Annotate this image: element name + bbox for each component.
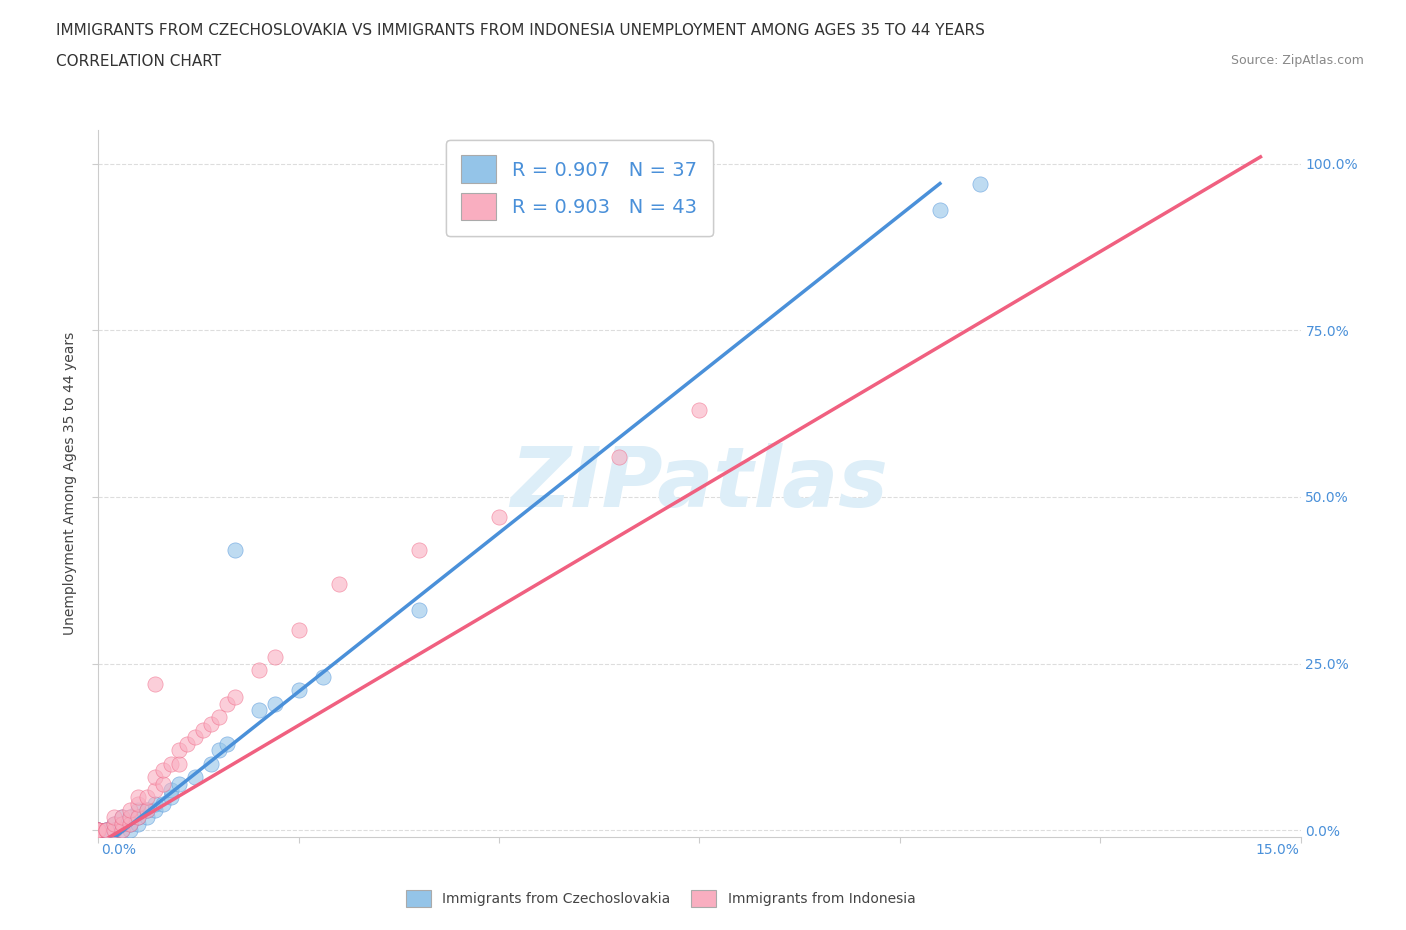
Text: 15.0%: 15.0% bbox=[1256, 843, 1299, 857]
Text: Source: ZipAtlas.com: Source: ZipAtlas.com bbox=[1230, 54, 1364, 67]
Point bbox=[87, 823, 110, 838]
Point bbox=[488, 510, 510, 525]
Point bbox=[103, 823, 125, 838]
Point bbox=[215, 737, 238, 751]
Point bbox=[224, 543, 246, 558]
Y-axis label: Unemployment Among Ages 35 to 44 years: Unemployment Among Ages 35 to 44 years bbox=[63, 332, 77, 635]
Point bbox=[159, 783, 181, 798]
Point bbox=[247, 703, 270, 718]
Point bbox=[96, 823, 118, 838]
Point bbox=[247, 663, 270, 678]
Point bbox=[120, 809, 142, 824]
Point bbox=[929, 203, 952, 218]
Point bbox=[152, 763, 174, 777]
Point bbox=[969, 176, 991, 191]
Point bbox=[288, 623, 311, 638]
Point bbox=[208, 710, 231, 724]
Point bbox=[96, 823, 118, 838]
Point bbox=[120, 817, 142, 831]
Point bbox=[143, 676, 166, 691]
Point bbox=[183, 729, 205, 744]
Point bbox=[200, 756, 222, 771]
Point bbox=[263, 697, 285, 711]
Point bbox=[103, 817, 125, 831]
Point bbox=[208, 743, 231, 758]
Point bbox=[152, 777, 174, 791]
Point bbox=[128, 790, 150, 804]
Point bbox=[167, 756, 190, 771]
Point bbox=[120, 809, 142, 824]
Point bbox=[87, 823, 110, 838]
Point bbox=[135, 803, 157, 817]
Point bbox=[111, 809, 134, 824]
Legend: Immigrants from Czechoslovakia, Immigrants from Indonesia: Immigrants from Czechoslovakia, Immigran… bbox=[399, 883, 922, 914]
Point bbox=[408, 603, 430, 618]
Point bbox=[408, 543, 430, 558]
Point bbox=[103, 823, 125, 838]
Point bbox=[87, 823, 110, 838]
Text: IMMIGRANTS FROM CZECHOSLOVAKIA VS IMMIGRANTS FROM INDONESIA UNEMPLOYMENT AMONG A: IMMIGRANTS FROM CZECHOSLOVAKIA VS IMMIGR… bbox=[56, 23, 986, 38]
Point bbox=[135, 803, 157, 817]
Point bbox=[111, 817, 134, 831]
Point bbox=[263, 649, 285, 664]
Point bbox=[128, 817, 150, 831]
Legend: R = 0.907   N = 37, R = 0.903   N = 43: R = 0.907 N = 37, R = 0.903 N = 43 bbox=[446, 140, 713, 236]
Point bbox=[143, 769, 166, 784]
Point bbox=[143, 796, 166, 811]
Point bbox=[183, 769, 205, 784]
Point bbox=[111, 823, 134, 838]
Point bbox=[128, 809, 150, 824]
Point bbox=[328, 577, 350, 591]
Point bbox=[135, 809, 157, 824]
Point bbox=[120, 803, 142, 817]
Point bbox=[689, 403, 711, 418]
Point bbox=[87, 823, 110, 838]
Point bbox=[224, 689, 246, 704]
Point bbox=[103, 817, 125, 831]
Point bbox=[167, 743, 190, 758]
Point bbox=[135, 790, 157, 804]
Point bbox=[312, 670, 335, 684]
Point bbox=[87, 823, 110, 838]
Point bbox=[96, 823, 118, 838]
Point bbox=[87, 823, 110, 838]
Point bbox=[128, 803, 150, 817]
Point bbox=[159, 756, 181, 771]
Point bbox=[143, 783, 166, 798]
Point bbox=[128, 796, 150, 811]
Point bbox=[159, 790, 181, 804]
Text: CORRELATION CHART: CORRELATION CHART bbox=[56, 54, 221, 69]
Point bbox=[167, 777, 190, 791]
Point bbox=[176, 737, 198, 751]
Text: 0.0%: 0.0% bbox=[101, 843, 136, 857]
Point bbox=[87, 823, 110, 838]
Point bbox=[111, 817, 134, 831]
Point bbox=[609, 449, 631, 464]
Text: ZIPatlas: ZIPatlas bbox=[510, 443, 889, 525]
Point bbox=[200, 716, 222, 731]
Point bbox=[215, 697, 238, 711]
Point bbox=[111, 823, 134, 838]
Point bbox=[288, 683, 311, 698]
Point bbox=[120, 823, 142, 838]
Point bbox=[111, 809, 134, 824]
Point bbox=[96, 823, 118, 838]
Point bbox=[103, 809, 125, 824]
Point bbox=[103, 823, 125, 838]
Point bbox=[152, 796, 174, 811]
Point bbox=[120, 817, 142, 831]
Point bbox=[143, 803, 166, 817]
Point bbox=[191, 723, 214, 737]
Point bbox=[128, 809, 150, 824]
